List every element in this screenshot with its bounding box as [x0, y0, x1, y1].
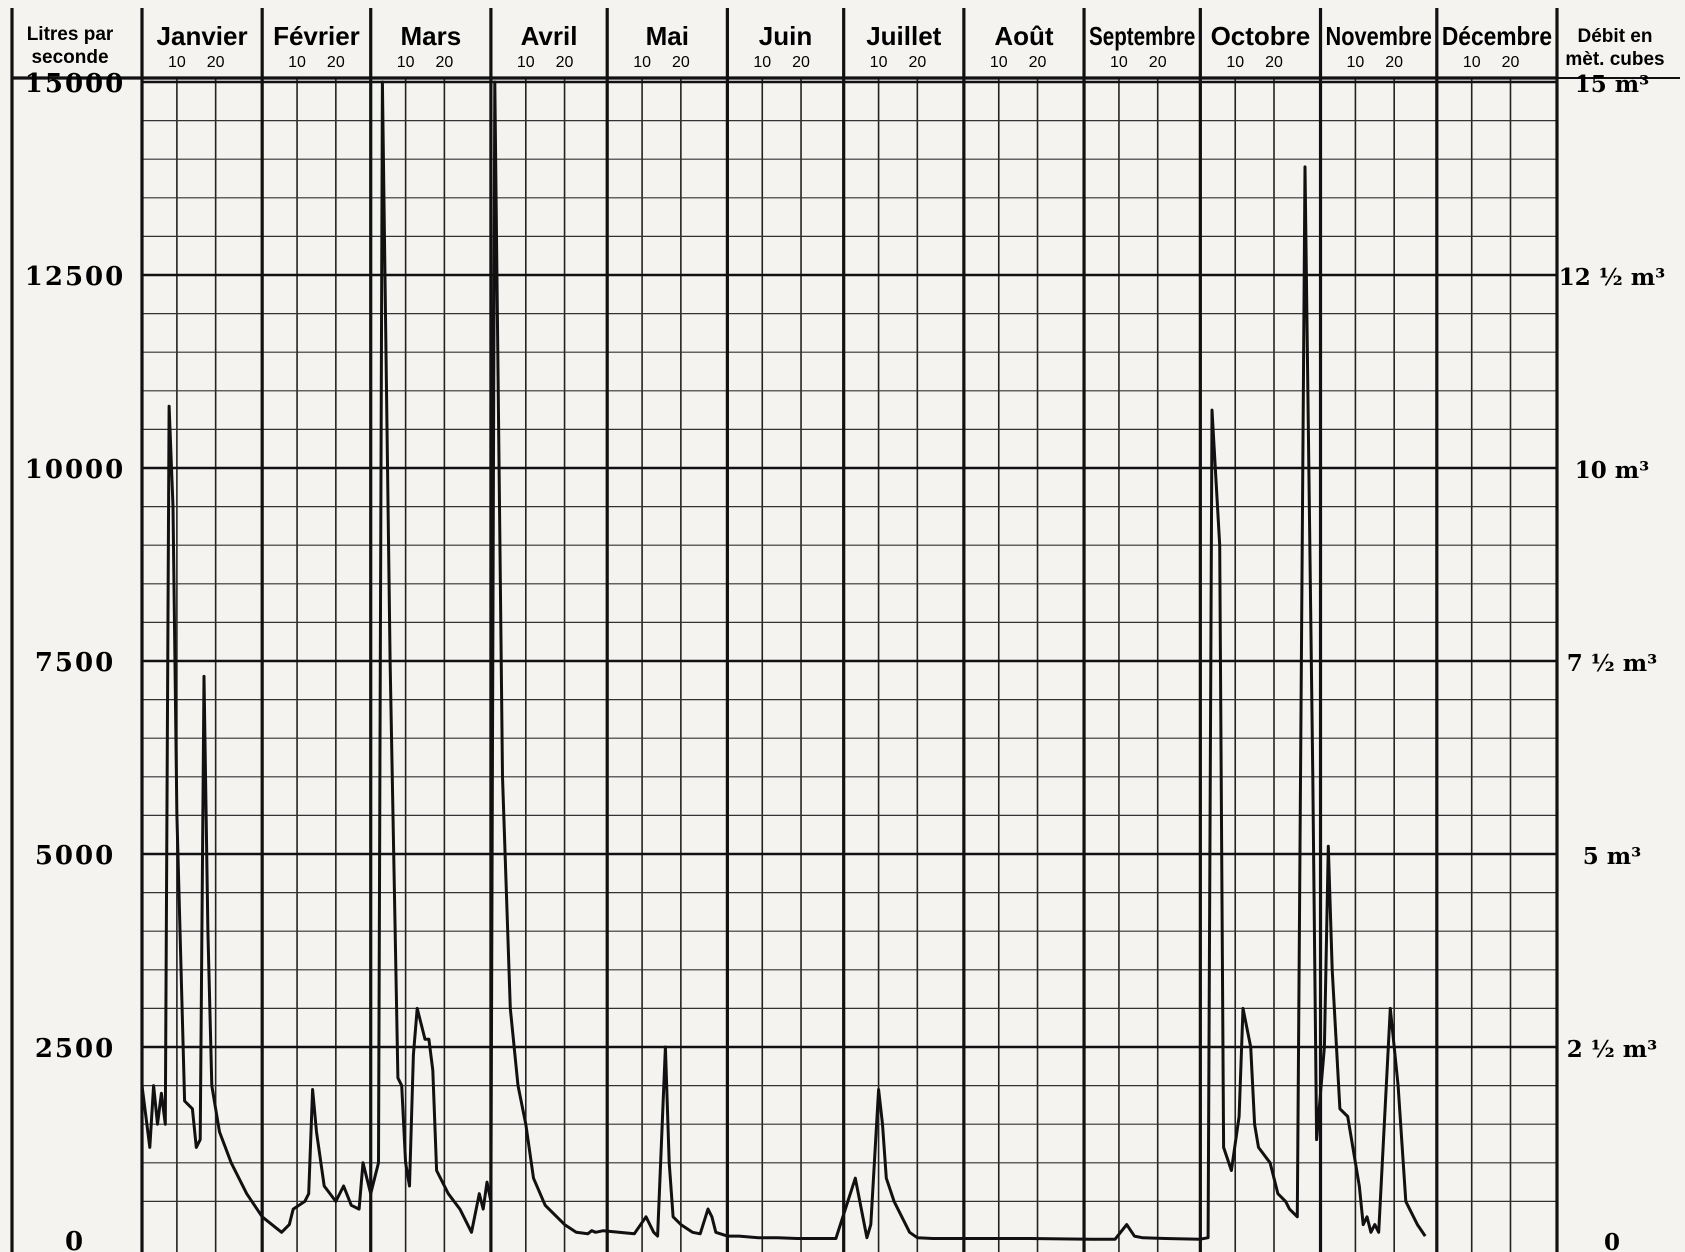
day-tick-label: 10	[168, 54, 186, 71]
right-axis: Débit en mèt. cubes 15 m³ 12 ½ m³ 10 m³ 7 ½…	[1559, 26, 1665, 1252]
left-axis-title-line2: seconde	[31, 47, 108, 68]
left-tick-label: 0	[65, 1227, 85, 1252]
day-tick-label: 20	[327, 54, 345, 71]
left-tick-label: 10000	[25, 455, 125, 485]
day-tick-label: 20	[556, 54, 574, 71]
month-label: Juin	[759, 21, 812, 51]
month-label: Mai	[646, 21, 689, 51]
day-tick-label: 10	[517, 54, 535, 71]
month-label: Février	[273, 21, 360, 51]
day-tick-label: 10	[633, 54, 651, 71]
day-tick-label: 10	[990, 54, 1008, 71]
day-tick-label: 10	[1347, 54, 1365, 71]
discharge-line	[140, 80, 1427, 1241]
day-tick-label: 10	[1463, 54, 1481, 71]
month-label: Novembre	[1326, 21, 1432, 51]
left-tick-label: 5000	[35, 841, 115, 871]
left-tick-label: 15000	[25, 69, 125, 99]
right-axis-title-line2: mèt. cubes	[1565, 49, 1664, 70]
day-tick-label: 20	[672, 54, 690, 71]
day-tick-label: 20	[1029, 54, 1047, 71]
day-tick-label: 20	[908, 54, 926, 71]
day-tick-label: 20	[435, 54, 453, 71]
right-tick-label: 2 ½ m³	[1567, 1036, 1657, 1063]
day-tick-label: 10	[1226, 54, 1244, 71]
day-tick-label: 20	[1149, 54, 1167, 71]
minor-grid	[142, 78, 1557, 1252]
day-tick-label: 10	[870, 54, 888, 71]
left-axis-title-line1: Litres par	[27, 24, 114, 45]
day-tick-label: 20	[792, 54, 810, 71]
left-tick-label: 7500	[35, 648, 115, 678]
day-tick-label: 10	[288, 54, 306, 71]
month-label: Décembre	[1442, 21, 1552, 51]
right-tick-label: 5 m³	[1583, 843, 1641, 870]
month-label: Juillet	[866, 21, 941, 51]
month-label: Septembre	[1089, 21, 1195, 51]
right-tick-label: 0	[1604, 1229, 1620, 1252]
right-tick-label: 12 ½ m³	[1559, 264, 1665, 291]
right-axis-title-line1: Débit en	[1578, 26, 1653, 47]
day-tick-label: 10	[753, 54, 771, 71]
left-axis: Litres par seconde 15000 12500 10000 7500 50…	[25, 24, 125, 1252]
day-tick-label: 20	[1385, 54, 1403, 71]
month-dividers	[10, 8, 1680, 1252]
day-tick-label: 10	[397, 54, 415, 71]
month-label: Avril	[521, 21, 578, 51]
day-tick-label: 10	[1110, 54, 1128, 71]
left-tick-label: 12500	[25, 262, 125, 292]
day-tick-label: 20	[1265, 54, 1283, 71]
right-tick-label: 15 m³	[1575, 71, 1649, 98]
right-tick-label: 7 ½ m³	[1567, 650, 1657, 677]
major-grid	[142, 80, 1557, 1049]
month-label: Mars	[400, 21, 461, 51]
day-tick-label: 20	[1502, 54, 1520, 71]
left-tick-label: 2500	[35, 1034, 115, 1064]
month-label: Août	[994, 21, 1054, 51]
right-tick-label: 10 m³	[1575, 457, 1649, 484]
month-label: Octobre	[1211, 21, 1311, 51]
day-tick-label: 20	[207, 54, 225, 71]
month-label: Janvier	[157, 21, 248, 51]
month-header: Janvier 10 20 Février 10 20 Mars 10 20 Avril 10 20 M…	[157, 21, 1552, 71]
